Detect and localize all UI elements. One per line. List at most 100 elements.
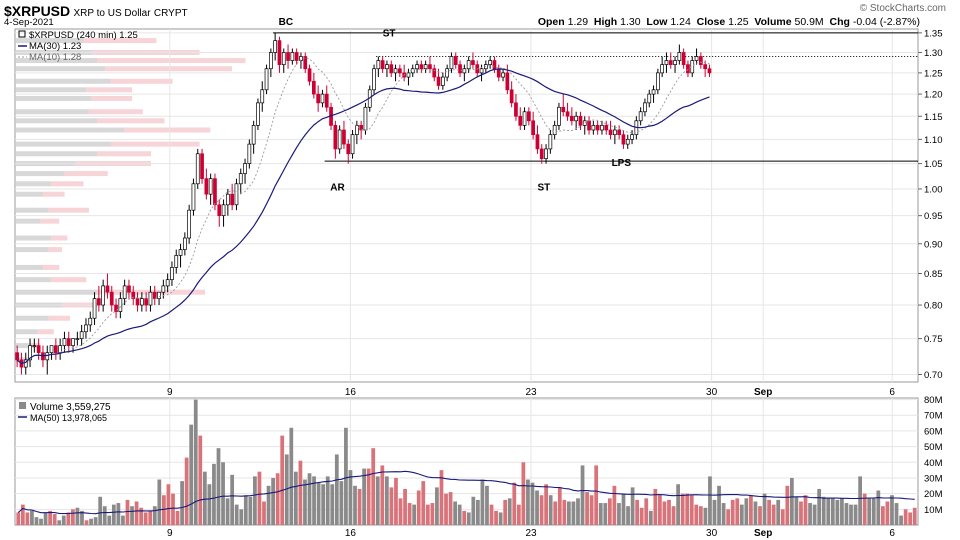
- volume-bar: [398, 498, 403, 525]
- volume-bar: [134, 501, 139, 525]
- volume-bar: [708, 476, 712, 525]
- volume-bar: [858, 476, 862, 525]
- volume-bar: [867, 498, 872, 525]
- volume-bar: [885, 501, 890, 525]
- candle-down: [668, 60, 673, 65]
- volume-bar: [89, 518, 93, 525]
- volume-bar: [389, 487, 394, 525]
- volume-bar: [16, 512, 21, 525]
- vbp-bar-up: [16, 151, 97, 157]
- price-tick-label: 1.05: [924, 159, 943, 170]
- volume-bar: [466, 512, 471, 525]
- volume-bar: [307, 473, 312, 525]
- volume-bar: [562, 499, 567, 525]
- candle-up: [690, 60, 695, 74]
- time-tick-label-volume: 6: [889, 528, 895, 539]
- volume-bar: [243, 495, 248, 525]
- time-tick-label: Sep: [754, 387, 772, 398]
- candle-up: [677, 52, 682, 61]
- volume-bar: [171, 493, 175, 525]
- volume-legend-label: Volume 3,559,275: [30, 402, 111, 413]
- time-tick-label: 30: [706, 387, 718, 398]
- candle-up: [187, 209, 192, 239]
- volume-bar: [812, 504, 817, 525]
- candle-up: [32, 345, 37, 347]
- candle-down: [587, 120, 591, 131]
- price-legend-label: $XRPUSD (240 min) 1.25: [29, 30, 138, 41]
- candle-down: [471, 60, 475, 65]
- volume-bar: [830, 498, 835, 525]
- annotation-label: ST: [538, 183, 551, 194]
- candle-down: [294, 52, 299, 61]
- vbp-bar-up: [16, 277, 52, 283]
- volume-bar: [880, 506, 885, 525]
- candle-down: [36, 345, 41, 354]
- volume-bar: [321, 484, 326, 525]
- volume-bar: [676, 484, 680, 525]
- candle-down: [419, 64, 424, 70]
- volume-bar: [139, 507, 144, 525]
- price-panel-frame: [14, 28, 919, 383]
- volume-bar: [157, 479, 162, 525]
- close-value: 1.25: [728, 16, 749, 28]
- candle-up: [350, 134, 355, 155]
- candle-up: [251, 125, 256, 145]
- volume-bar: [221, 462, 225, 525]
- candle-up: [49, 345, 54, 354]
- ma30-legend-label: MA(30) 1.23: [29, 41, 81, 52]
- vbp-bar-up: [16, 235, 52, 241]
- candle-down: [458, 64, 462, 74]
- volume-bar: [685, 493, 690, 525]
- volume-tick-label: 50M: [924, 442, 943, 453]
- volume-bar: [698, 506, 703, 525]
- vbp-bar-up: [16, 127, 124, 133]
- volume-bar: [503, 499, 508, 525]
- exchange-label: CRYPT: [153, 8, 188, 19]
- volume-bar: [253, 476, 257, 525]
- candle-up: [651, 89, 656, 95]
- candle-down: [681, 52, 686, 65]
- candle-up: [225, 193, 230, 206]
- volume-bar: [57, 520, 62, 525]
- time-axis: 9 9 16 16 23 23 30 30 Sep Sep 6 6: [167, 387, 895, 539]
- volume-bar: [234, 504, 239, 525]
- volume-bar: [293, 471, 298, 525]
- volume-bar: [407, 503, 412, 525]
- price-tick-label: 0.95: [924, 211, 943, 222]
- vbp-bar-down: [40, 218, 60, 224]
- candle-up: [574, 115, 579, 122]
- volume-bar: [767, 499, 771, 525]
- volume-bar: [630, 487, 635, 525]
- volume-bar: [753, 501, 758, 525]
- candle-up: [600, 125, 604, 131]
- candle-down: [436, 76, 441, 86]
- volume-bar: [66, 512, 71, 525]
- volume-bar: [471, 496, 476, 525]
- volume-bar: [603, 503, 608, 525]
- candle-up: [673, 60, 677, 65]
- candle-down: [127, 285, 131, 293]
- volume-bar: [289, 427, 294, 525]
- price-tick-label: 0.85: [924, 269, 943, 280]
- candle-up: [479, 68, 484, 74]
- candle-down: [307, 68, 312, 82]
- vbp-bar-up: [16, 315, 49, 321]
- candle-down: [217, 204, 222, 216]
- candle-up: [182, 237, 187, 250]
- candle-up: [376, 60, 381, 70]
- vbp-bar-up: [16, 141, 111, 147]
- vbp-bar-down: [51, 277, 87, 283]
- vbp-bar-down: [97, 58, 246, 64]
- candle-up: [88, 317, 93, 326]
- candle-up: [664, 60, 669, 65]
- time-tick-label: 23: [525, 387, 537, 398]
- candle-down: [333, 125, 338, 150]
- close-label: Close: [696, 16, 726, 28]
- candle-down: [453, 56, 458, 65]
- volume-bar: [416, 490, 421, 525]
- volume-bar: [644, 498, 649, 525]
- volume-bar: [189, 424, 194, 525]
- volume-bar: [717, 485, 721, 525]
- candle-up: [170, 267, 174, 281]
